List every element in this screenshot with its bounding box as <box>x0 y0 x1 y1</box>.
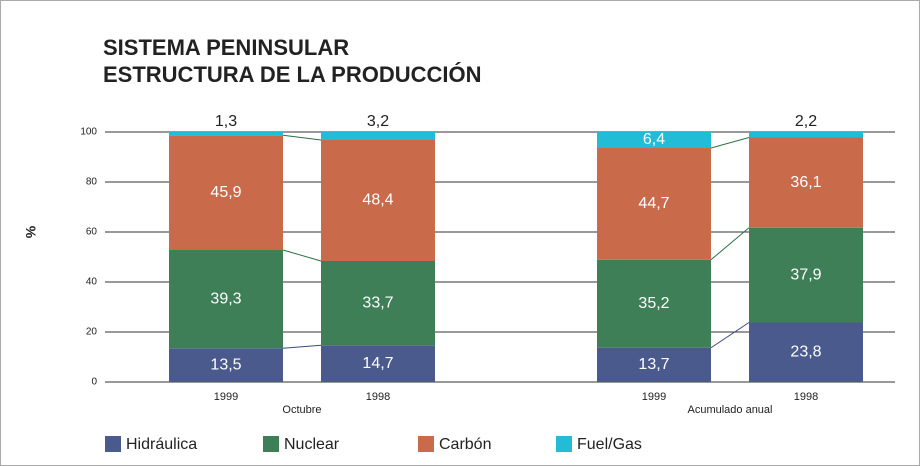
data-label: 35,2 <box>638 295 669 312</box>
legend-label: Fuel/Gas <box>577 436 642 453</box>
x-tick-label: 1999 <box>214 391 238 403</box>
chart-title: SISTEMA PENINSULAR <box>103 35 349 60</box>
data-label: 13,5 <box>210 356 241 373</box>
data-label: 36,1 <box>790 174 821 191</box>
x-tick-label: 1998 <box>366 391 390 403</box>
x-tick-label: 1998 <box>794 391 818 403</box>
bar-segment <box>169 135 283 250</box>
data-label: 45,9 <box>210 184 241 201</box>
connector <box>710 137 750 149</box>
y-tick-label: 0 <box>91 377 97 388</box>
y-axis-label: % <box>23 225 39 238</box>
bar-segment <box>597 259 711 348</box>
legend-swatch <box>556 436 572 452</box>
connector <box>282 134 322 141</box>
data-label: 1,3 <box>215 113 237 130</box>
connector <box>282 249 322 262</box>
data-label: 37,9 <box>790 266 821 283</box>
legend-label: Carbón <box>439 436 491 453</box>
connector <box>710 322 750 349</box>
bar-segment <box>321 140 435 261</box>
bar-segment <box>597 347 711 382</box>
bar-segment <box>749 137 863 228</box>
data-label: 39,3 <box>210 290 241 307</box>
data-label: 6,4 <box>643 131 665 148</box>
data-label: 13,7 <box>638 356 669 373</box>
bar-segment <box>321 132 435 140</box>
bar-segment <box>169 250 283 349</box>
legend-swatch <box>418 436 434 452</box>
data-label: 14,7 <box>362 355 393 372</box>
bar-segment <box>169 348 283 382</box>
data-label: 2,2 <box>795 113 817 130</box>
y-tick-label: 40 <box>86 277 98 288</box>
bar-segment <box>321 261 435 346</box>
legend-label: Nuclear <box>284 436 340 453</box>
bar-segment <box>597 148 711 260</box>
bar-segment <box>749 132 863 138</box>
group-label: Octubre <box>282 404 321 416</box>
bar-segment <box>597 132 711 148</box>
y-tick-label: 60 <box>86 227 98 238</box>
legend-label: Hidráulica <box>126 436 197 453</box>
legend-swatch <box>105 436 121 452</box>
y-tick-label: 100 <box>80 127 97 138</box>
bar-segment <box>749 322 863 382</box>
connector <box>282 344 322 349</box>
data-label: 33,7 <box>362 294 393 311</box>
group-label: Acumulado anual <box>687 404 772 416</box>
data-label: 48,4 <box>362 192 393 209</box>
data-label: 44,7 <box>638 195 669 212</box>
x-tick-label: 1999 <box>642 391 666 403</box>
y-tick-label: 80 <box>86 177 98 188</box>
y-tick-label: 20 <box>86 327 98 338</box>
data-label: 3,2 <box>367 113 389 130</box>
connector <box>710 227 750 261</box>
legend-swatch <box>263 436 279 452</box>
data-label: 23,8 <box>790 343 821 360</box>
bar-segment <box>749 227 863 323</box>
bar-segment <box>169 132 283 136</box>
bar-segment <box>321 345 435 382</box>
chart-title: ESTRUCTURA DE LA PRODUCCIÓN <box>103 62 481 87</box>
